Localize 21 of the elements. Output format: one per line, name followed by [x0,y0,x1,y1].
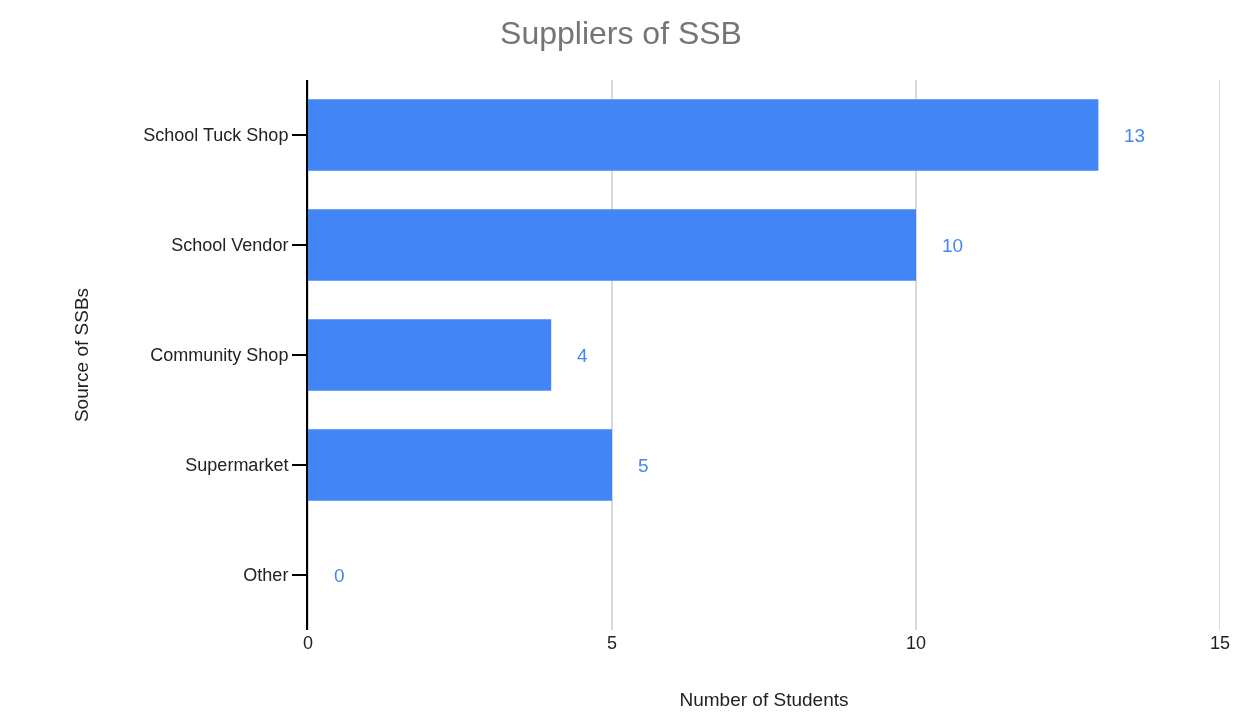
bar [308,429,612,501]
data-label: 5 [638,455,649,476]
chart-title: Suppliers of SSB [500,14,742,51]
x-tick-label: 0 [302,633,314,653]
data-label: 4 [577,345,588,366]
x-axis-title: Number of Students [679,688,849,710]
bar [308,319,552,391]
x-tick-label: 5 [606,633,618,653]
y-tick-label: Other [243,565,289,586]
y-tick-label: Community Shop [150,345,289,366]
data-label: 10 [942,235,964,256]
data-label: 0 [334,565,345,586]
bar [308,209,916,281]
y-tick-label: Supermarket [185,455,289,476]
bar [308,99,1099,171]
data-label: 13 [1124,125,1146,146]
y-tick-label: School Vendor [171,235,289,256]
y-axis-title: Source of SSBs [70,287,92,423]
x-tick-label: 15 [1209,633,1231,653]
y-tick-label: School Tuck Shop [143,125,289,146]
x-tick-label: 10 [905,633,927,653]
